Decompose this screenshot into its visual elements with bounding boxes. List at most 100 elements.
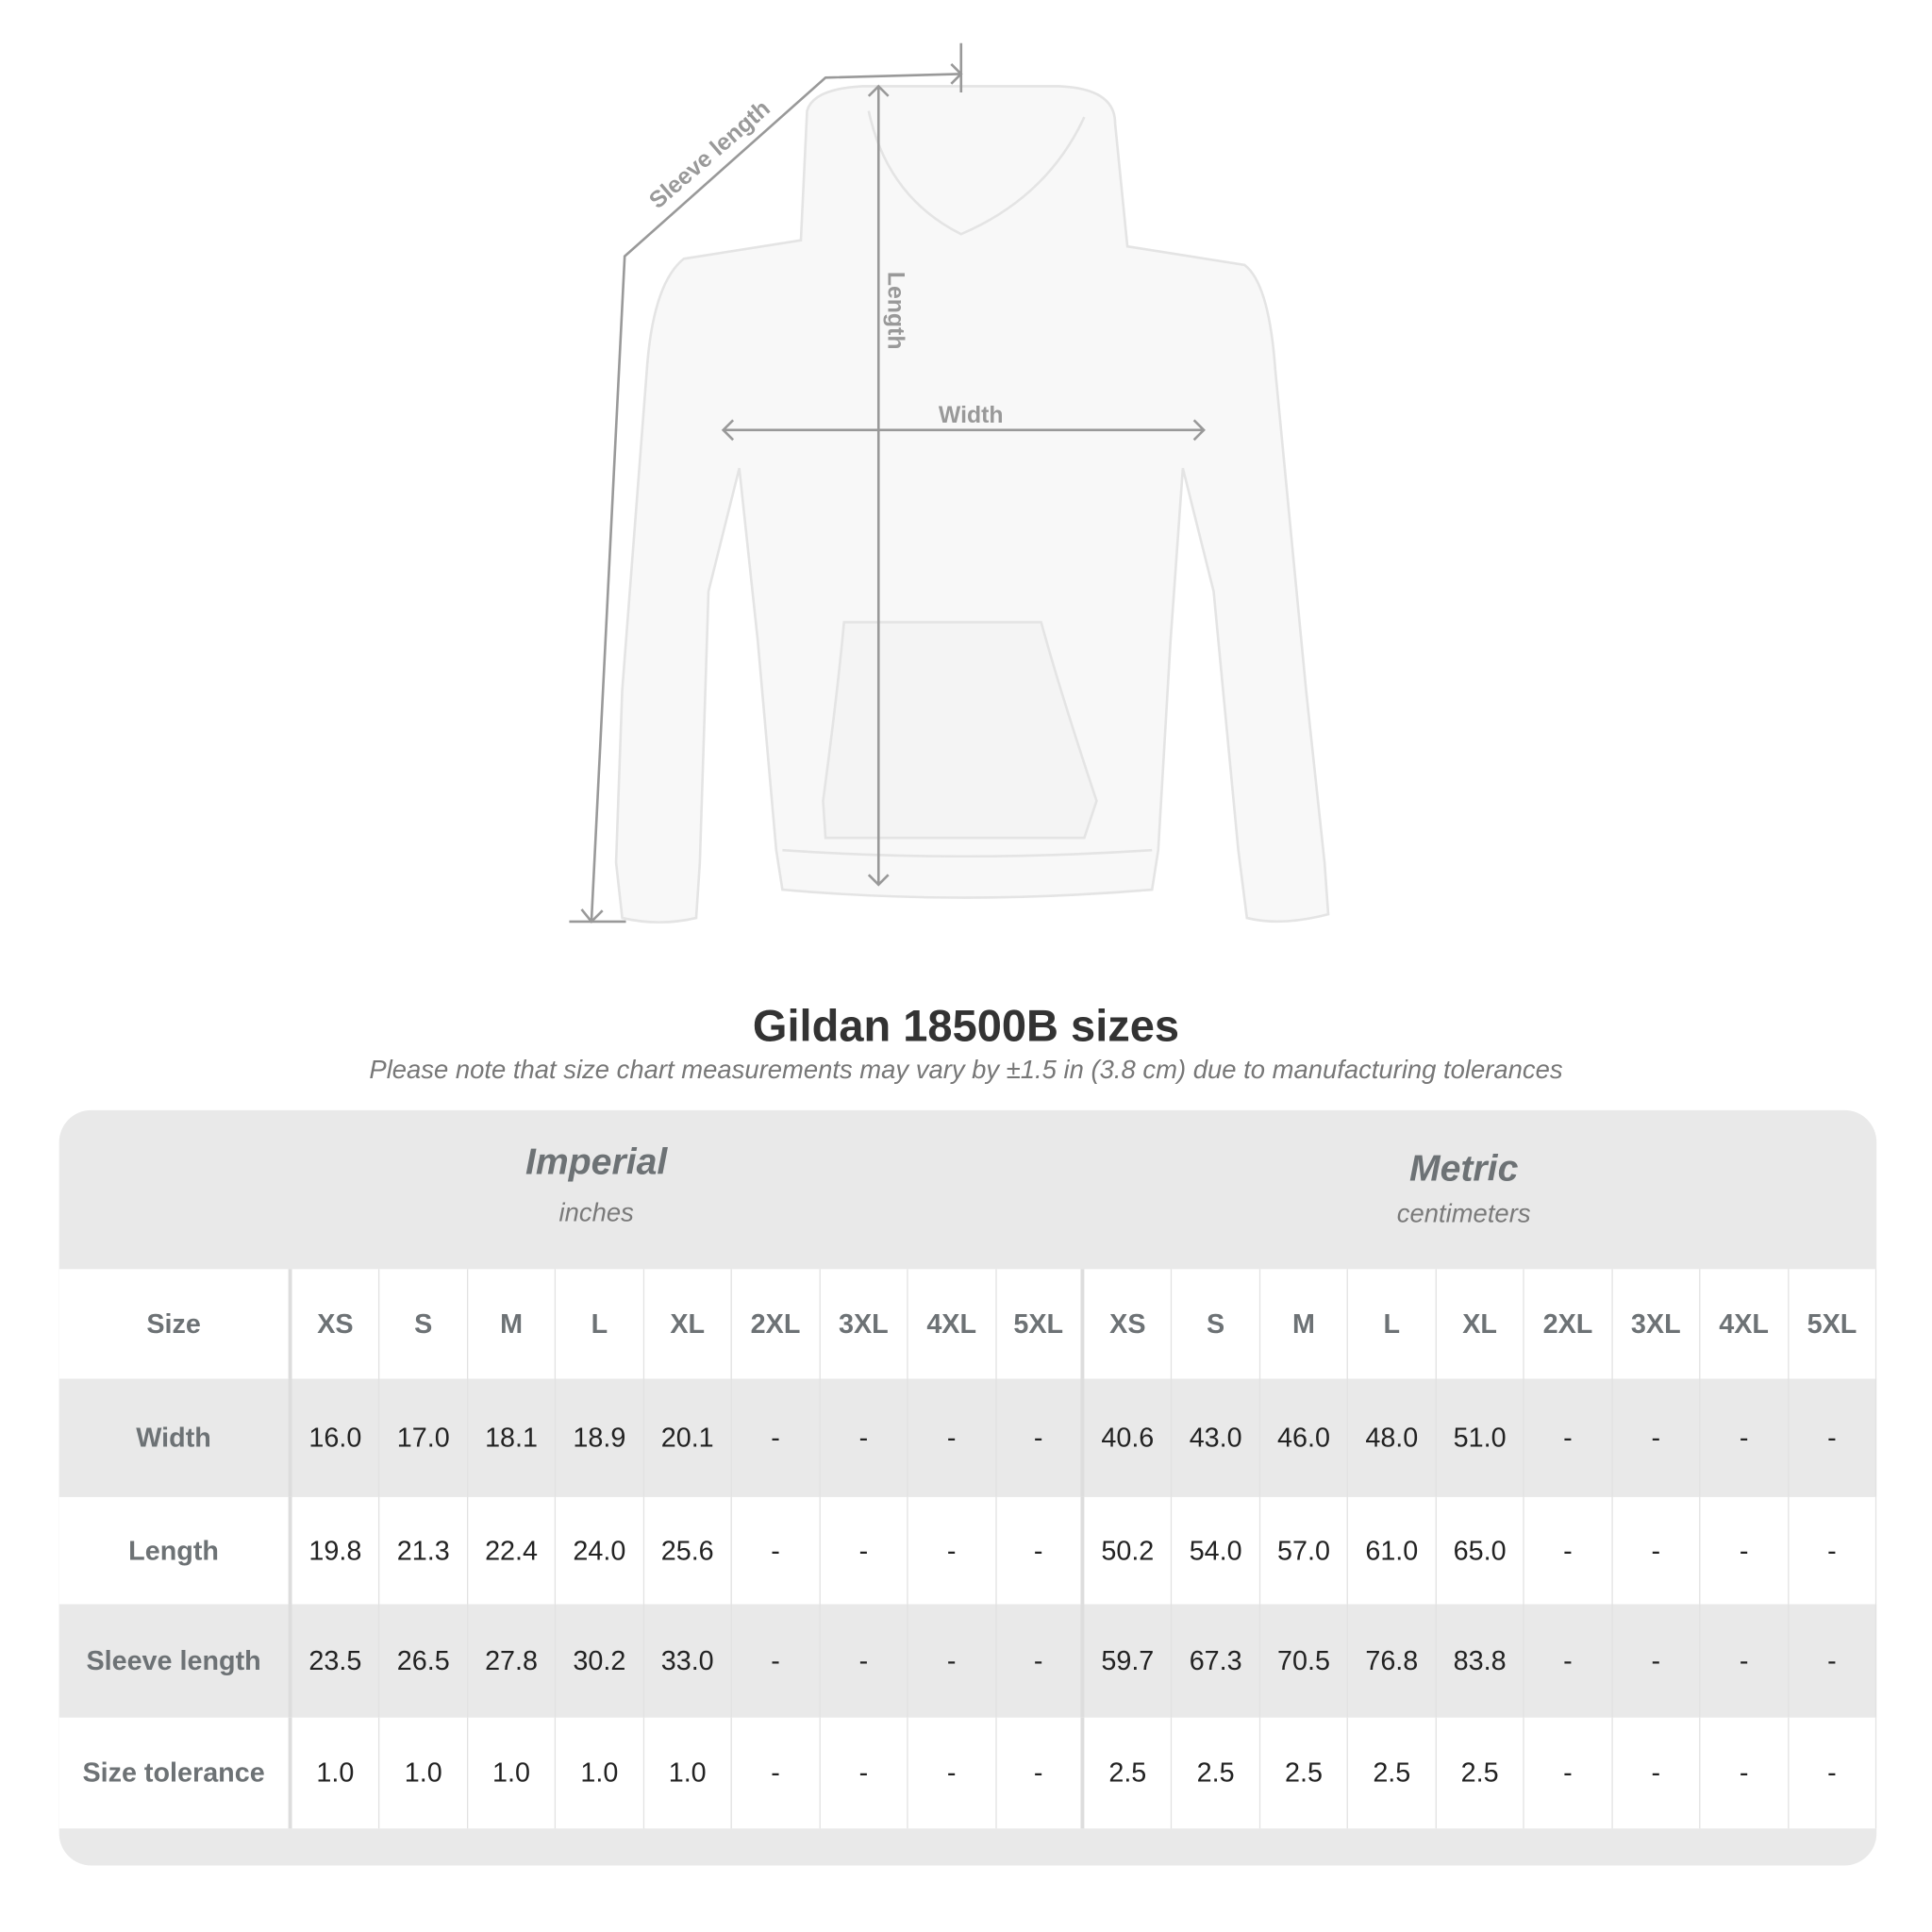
value-cell: 18.1 [468,1378,557,1497]
value-cell: 2.5 [1260,1717,1349,1829]
value-cell: 30.2 [556,1604,644,1718]
value-cell: 16.0 [291,1378,380,1497]
row-label: Size tolerance [59,1717,292,1829]
value-cell: - [1789,1717,1877,1829]
metric-unit: centimeters [1396,1200,1531,1229]
tolerance-note: Please note that size chart measurements… [369,1056,1563,1085]
value-cell: 23.5 [291,1604,380,1718]
value-cell: - [1701,1604,1789,1718]
value-cell: - [820,1496,908,1605]
row-label: Width [59,1378,292,1497]
value-cell: - [1612,1496,1701,1605]
table-row: Length 19.8 21.3 22.4 24.0 25.6- - - -50.2 54.0 57… [58,1496,1877,1605]
value-cell: - [1701,1496,1789,1605]
value-cell: 18.9 [556,1378,644,1497]
size-header-cell: 4XL [1701,1269,1789,1379]
table-row: Sleeve length 23.5 26.5 27.8 30.2 33.0- - - -59.… [58,1604,1877,1718]
value-cell: - [1524,1496,1613,1605]
value-cell: - [908,1496,996,1605]
sleeve-length-label: Sleeve length [644,96,774,214]
size-header-cell: XL [1437,1269,1524,1379]
size-header-row: Size XS S M L XL 2XL 3XL 4XL 5XL XS S M L XL 2XL 3XL 4XL 5… [58,1269,1877,1379]
value-cell: - [996,1604,1085,1718]
size-header-cell: 2XL [732,1269,821,1379]
size-header-cell: 5XL [996,1269,1085,1379]
row-label: Sleeve length [59,1604,292,1718]
size-header-cell: 4XL [908,1269,996,1379]
value-cell: - [732,1496,821,1605]
value-cell: - [996,1378,1085,1497]
value-cell: 1.0 [380,1717,469,1829]
value-cell: - [1701,1378,1789,1497]
value-cell: - [996,1717,1085,1829]
value-cell: 2.5 [1348,1717,1437,1829]
value-cell: 21.3 [380,1496,469,1605]
size-header-cell: M [1260,1269,1349,1379]
value-cell: - [908,1604,996,1718]
size-header-cell: L [556,1269,644,1379]
size-table: Imperial inches Metric centimeters Size X… [58,1109,1877,1866]
size-header-cell: 2XL [1524,1269,1613,1379]
value-cell: 33.0 [644,1604,733,1718]
value-cell: 25.6 [644,1496,733,1605]
value-cell: 48.0 [1348,1378,1437,1497]
size-header-cell: XS [1084,1269,1173,1379]
size-column-header: Size [59,1269,292,1379]
chart-title: Gildan 18500B sizes [752,1000,1180,1052]
value-cell: 61.0 [1348,1496,1437,1605]
width-arrow [721,419,1206,441]
imperial-group-header: Imperial inches [367,1142,825,1228]
value-cell: 50.2 [1084,1496,1173,1605]
metric-label: Metric [1408,1148,1519,1190]
value-cell: 59.7 [1084,1604,1173,1718]
value-cell: - [1701,1717,1789,1829]
size-header-cell: M [468,1269,557,1379]
value-cell: 2.5 [1437,1717,1524,1829]
value-cell: 43.0 [1173,1378,1260,1497]
value-cell: - [1524,1717,1613,1829]
size-header-cell: XL [644,1269,733,1379]
table-row: Width 16.0 17.0 18.1 18.9 20.1- - - -40.6 43.0 46.… [58,1378,1877,1497]
size-header-cell: 3XL [820,1269,908,1379]
value-cell: 51.0 [1437,1378,1524,1497]
imperial-unit: inches [558,1198,634,1227]
value-cell: - [732,1378,821,1497]
value-cell: - [820,1604,908,1718]
value-cell: 27.8 [468,1604,557,1718]
size-header-cell: L [1348,1269,1437,1379]
value-cell: 19.8 [291,1496,380,1605]
hoodie-illustration [614,85,1330,924]
value-cell: - [1612,1604,1701,1718]
value-cell: 76.8 [1348,1604,1437,1718]
value-cell: 65.0 [1437,1496,1524,1605]
value-cell: 1.0 [556,1717,644,1829]
value-cell: - [820,1378,908,1497]
sleeve-arrow-icon [580,62,963,924]
value-cell: 2.5 [1084,1717,1173,1829]
value-cell: 46.0 [1260,1378,1349,1497]
value-cell: 54.0 [1173,1496,1260,1605]
sleeve-measure-line [569,42,963,924]
value-cell: - [1612,1378,1701,1497]
value-cell: 26.5 [380,1604,469,1718]
value-cell: 17.0 [380,1378,469,1497]
size-header-cell: 3XL [1612,1269,1701,1379]
value-cell: 40.6 [1084,1378,1173,1497]
value-cell: 24.0 [556,1496,644,1605]
size-header-cell: XS [291,1269,380,1379]
value-cell: 22.4 [468,1496,557,1605]
hoodie-diagram: Sleeve length Length Width [569,42,1330,924]
value-cell: 1.0 [468,1717,557,1829]
value-cell: - [996,1496,1085,1605]
value-cell: - [1789,1496,1877,1605]
table-row: Size tolerance 1.0 1.0 1.0 1.0 1.0- - - -2.5 2.5 2… [58,1717,1877,1829]
value-cell: - [1789,1378,1877,1497]
value-cell: 83.8 [1437,1604,1524,1718]
value-cell: - [1612,1717,1701,1829]
value-cell: - [908,1378,996,1497]
value-cell: 70.5 [1260,1604,1349,1718]
imperial-label: Imperial [525,1141,668,1183]
metric-group-header: Metric centimeters [1235,1148,1693,1229]
width-label: Width [939,403,1004,428]
